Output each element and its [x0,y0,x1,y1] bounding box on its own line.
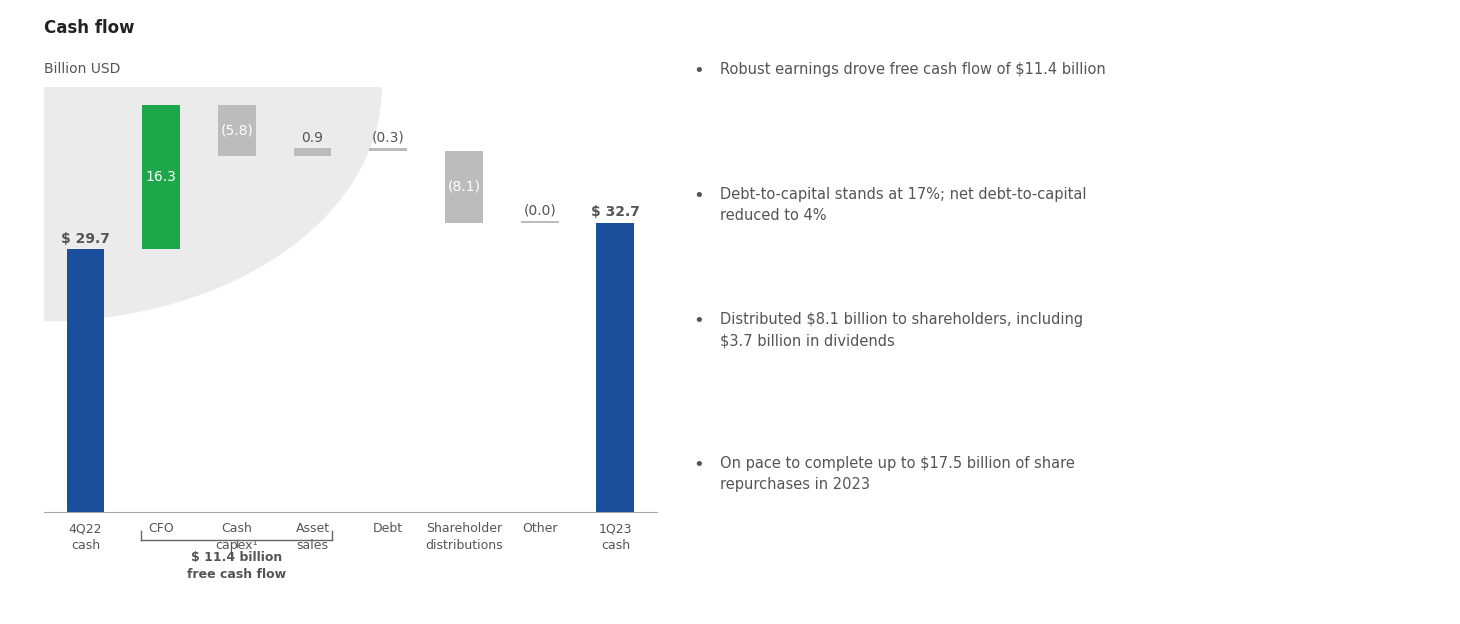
Text: •: • [694,312,704,330]
Bar [218,105,256,156]
Text: Distributed $8.1 billion to shareholders, including
$3.7 billion in dividends: Distributed $8.1 billion to shareholders… [720,312,1083,348]
Text: Cash flow: Cash flow [44,19,134,37]
Text: (8.1): (8.1) [447,180,480,194]
Text: On pace to complete up to $17.5 billion of share
repurchases in 2023: On pace to complete up to $17.5 billion … [720,456,1075,492]
Text: 16.3: 16.3 [146,170,177,184]
Text: 0.9: 0.9 [302,131,324,145]
Text: (0.3): (0.3) [372,131,404,145]
Text: •: • [694,62,704,80]
Bar [445,151,483,223]
Text: •: • [694,456,704,474]
Bar [521,222,559,223]
Text: $ 29.7: $ 29.7 [61,232,110,246]
Text: Debt-to-capital stands at 17%; net debt-to-capital
reduced to 4%: Debt-to-capital stands at 17%; net debt-… [720,187,1086,223]
Text: Robust earnings drove free cash flow of $11.4 billion: Robust earnings drove free cash flow of … [720,62,1105,77]
Circle shape [0,0,381,321]
Bar [369,149,407,151]
Bar [293,149,331,156]
Text: (0.0): (0.0) [523,204,556,218]
Text: $ 11.4 billion
free cash flow: $ 11.4 billion free cash flow [187,550,286,580]
Text: (5.8): (5.8) [220,124,253,138]
Bar [142,105,180,249]
Text: $ 32.7: $ 32.7 [591,205,639,219]
Bar [67,249,104,512]
Text: •: • [694,187,704,205]
Text: Billion USD: Billion USD [44,62,120,76]
Bar [597,223,634,512]
